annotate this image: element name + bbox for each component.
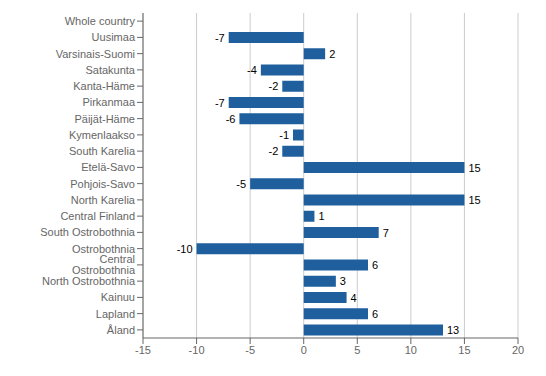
svg-text:2: 2 (329, 48, 335, 60)
svg-text:0: 0 (301, 344, 307, 356)
svg-text:10: 10 (405, 344, 417, 356)
svg-text:Uusimaa: Uusimaa (92, 31, 136, 43)
svg-text:Åland: Åland (107, 324, 135, 336)
svg-text:Kanta-Häme: Kanta-Häme (73, 80, 135, 92)
svg-text:Päijät-Häme: Päijät-Häme (74, 113, 135, 125)
svg-text:North Ostrobothnia: North Ostrobothnia (42, 275, 136, 287)
svg-text:-10: -10 (177, 243, 193, 255)
svg-text:-2: -2 (269, 145, 279, 157)
svg-text:-5: -5 (245, 344, 255, 356)
svg-text:Pirkanmaa: Pirkanmaa (82, 96, 135, 108)
svg-text:6: 6 (372, 259, 378, 271)
svg-text:13: 13 (447, 324, 459, 336)
svg-text:-7: -7 (215, 32, 225, 44)
svg-text:Lapland: Lapland (96, 308, 135, 320)
svg-text:-10: -10 (189, 344, 205, 356)
svg-text:3: 3 (340, 275, 346, 287)
svg-text:CentralOstrobothnia: CentralOstrobothnia (72, 253, 136, 276)
svg-text:-4: -4 (247, 64, 257, 76)
svg-text:7: 7 (383, 227, 389, 239)
svg-text:15: 15 (458, 344, 470, 356)
svg-text:15: 15 (468, 194, 480, 206)
svg-text:Kymenlaakso: Kymenlaakso (69, 129, 135, 141)
svg-text:-1: -1 (279, 129, 289, 141)
svg-text:Central Finland: Central Finland (60, 210, 135, 222)
svg-text:Satakunta: Satakunta (85, 64, 135, 76)
svg-text:1: 1 (318, 210, 324, 222)
svg-text:North Karelia: North Karelia (71, 194, 136, 206)
svg-text:-6: -6 (226, 113, 236, 125)
svg-text:South Karelia: South Karelia (69, 145, 136, 157)
svg-text:-15: -15 (135, 344, 151, 356)
svg-text:6: 6 (372, 308, 378, 320)
svg-text:Etelä-Savo: Etelä-Savo (81, 161, 135, 173)
svg-text:South Ostrobothnia: South Ostrobothnia (40, 226, 136, 238)
svg-text:Varsinais-Suomi: Varsinais-Suomi (56, 48, 135, 60)
svg-text:4: 4 (351, 292, 357, 304)
svg-text:5: 5 (354, 344, 360, 356)
svg-text:-2: -2 (269, 80, 279, 92)
svg-text:20: 20 (512, 344, 524, 356)
svg-text:Kainuu: Kainuu (101, 291, 135, 303)
svg-text:15: 15 (468, 162, 480, 174)
svg-text:-5: -5 (236, 178, 246, 190)
svg-text:Pohjois-Savo: Pohjois-Savo (70, 178, 135, 190)
svg-text:-7: -7 (215, 97, 225, 109)
svg-text:Ostrobothnia: Ostrobothnia (72, 242, 135, 255)
svg-text:Whole country: Whole country (65, 15, 136, 27)
